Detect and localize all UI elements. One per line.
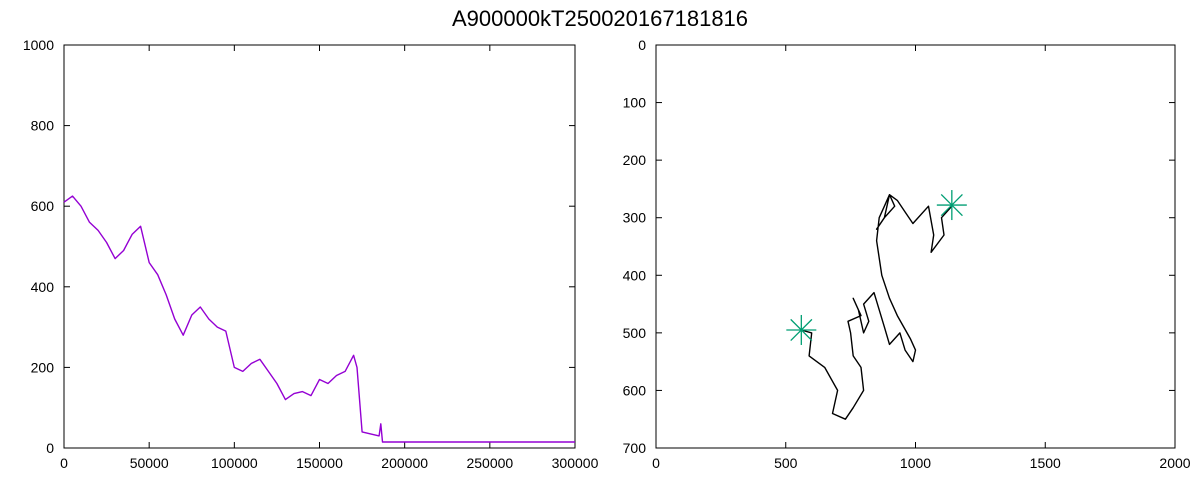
y-tick-label: 300	[623, 210, 647, 226]
x-tick-label: 300000	[552, 455, 599, 471]
x-tick-label: 1000	[900, 455, 931, 471]
y-tick-label: 600	[623, 382, 647, 398]
star-marker-0	[786, 314, 817, 345]
y-tick-label: 700	[623, 440, 647, 456]
y-tick-label: 0	[638, 37, 646, 53]
y-tick-label: 800	[31, 118, 55, 134]
plot-frame	[655, 44, 1176, 449]
x-tick-label: 150000	[296, 455, 343, 471]
y-tick-label: 1000	[23, 37, 54, 53]
x-tick-label: 1500	[1030, 455, 1061, 471]
y-tick-label: 400	[31, 279, 55, 295]
x-tick-label: 0	[652, 455, 660, 471]
x-tick-label: 250000	[466, 455, 513, 471]
y-tick-label: 100	[623, 95, 647, 111]
x-tick-label: 50000	[130, 455, 169, 471]
y-tick-label: 0	[46, 440, 54, 456]
x-tick-label: 500	[774, 455, 798, 471]
series-line-0	[63, 195, 575, 443]
x-tick-label: 100000	[211, 455, 258, 471]
x-tick-label: 200000	[381, 455, 428, 471]
y-tick-label: 500	[623, 325, 647, 341]
right-trajectory-chart: 0 500 1000 1500 2000 0 100 200 300 400 500 600 700	[623, 37, 1191, 471]
y-tick-label: 200	[623, 152, 647, 168]
y-tick-label: 200	[31, 359, 55, 375]
star-marker-1	[936, 190, 967, 221]
series-line-0	[801, 193, 953, 420]
x-tick-label: 2000	[1159, 455, 1190, 471]
plot-frame	[63, 44, 576, 449]
y-tick-label: 600	[31, 198, 55, 214]
figure-title: A900000kT250020167181816	[452, 6, 748, 31]
y-tick-label: 400	[623, 267, 647, 283]
x-tick-label: 0	[60, 455, 68, 471]
left-line-chart: 0 50000 100000 150000 200000 250000 300000 0 200…	[23, 37, 599, 471]
